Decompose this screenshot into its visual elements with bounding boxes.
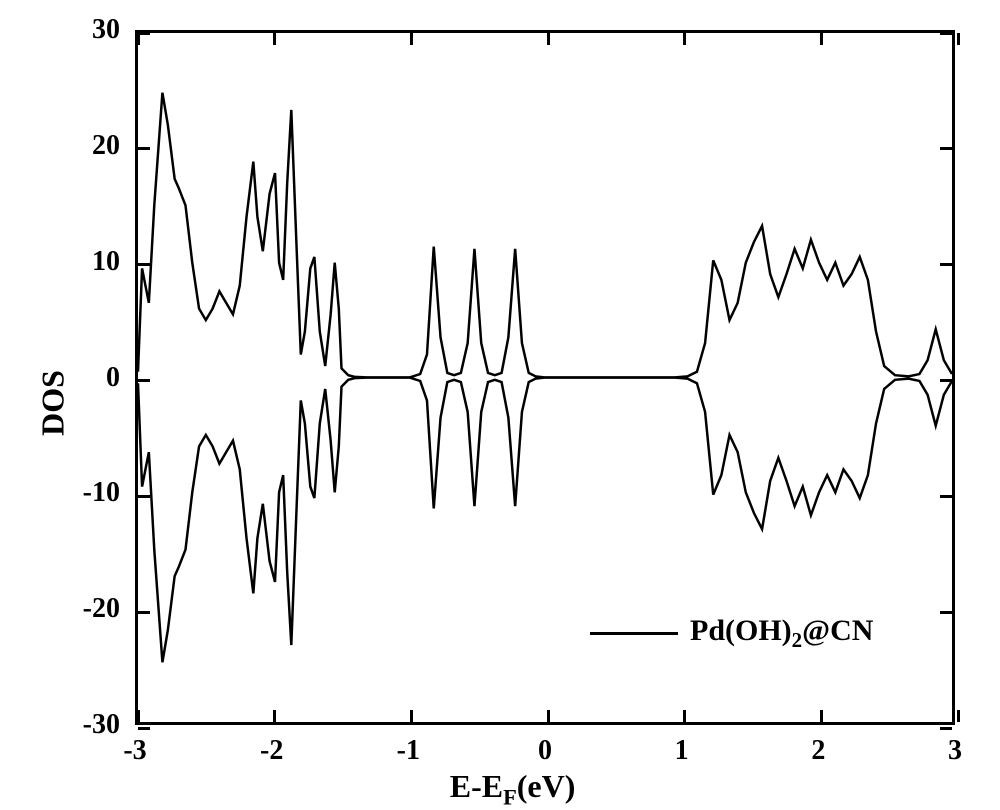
- x-axis-title: E-EF(eV): [450, 768, 576, 810]
- y-tick: [138, 611, 150, 614]
- y-tick: [940, 32, 952, 35]
- y-tick: [138, 32, 150, 35]
- x-tick-label: -1: [397, 735, 420, 767]
- x-tick: [273, 33, 276, 45]
- y-tick: [138, 147, 150, 150]
- x-tick: [410, 33, 413, 45]
- legend-line: [590, 632, 678, 635]
- x-tick: [547, 710, 550, 722]
- y-tick: [138, 379, 150, 382]
- x-tick-label: 2: [811, 735, 825, 767]
- y-tick: [940, 495, 952, 498]
- x-tick-label: -3: [123, 735, 146, 767]
- x-tick: [547, 33, 550, 45]
- legend: Pd(OH)2@CN: [590, 614, 873, 653]
- y-tick: [138, 495, 150, 498]
- x-tick-label: -2: [260, 735, 283, 767]
- y-tick-label: 10: [92, 246, 120, 278]
- x-tick: [957, 710, 960, 722]
- x-tick-label: 3: [948, 735, 962, 767]
- x-tick: [273, 710, 276, 722]
- y-tick-label: 20: [92, 130, 120, 162]
- legend-label: Pd(OH)2@CN: [690, 614, 873, 653]
- y-tick: [138, 727, 150, 730]
- x-tick-label: 0: [538, 735, 552, 767]
- x-tick: [137, 710, 140, 722]
- y-tick: [940, 379, 952, 382]
- x-tick: [410, 710, 413, 722]
- y-tick: [940, 611, 952, 614]
- x-tick-label: 1: [675, 735, 689, 767]
- y-tick-label: 0: [106, 362, 120, 394]
- x-tick: [957, 33, 960, 45]
- y-tick: [138, 263, 150, 266]
- y-tick-label: -30: [83, 709, 120, 741]
- x-tick: [820, 710, 823, 722]
- y-tick: [940, 263, 952, 266]
- x-tick: [683, 33, 686, 45]
- y-tick-label: -20: [83, 593, 120, 625]
- y-tick-label: 30: [92, 14, 120, 46]
- y-tick-label: -10: [83, 477, 120, 509]
- y-axis-title: DOS: [35, 370, 72, 436]
- x-tick: [683, 710, 686, 722]
- y-tick: [940, 147, 952, 150]
- y-tick: [940, 727, 952, 730]
- x-tick: [137, 33, 140, 45]
- x-tick: [820, 33, 823, 45]
